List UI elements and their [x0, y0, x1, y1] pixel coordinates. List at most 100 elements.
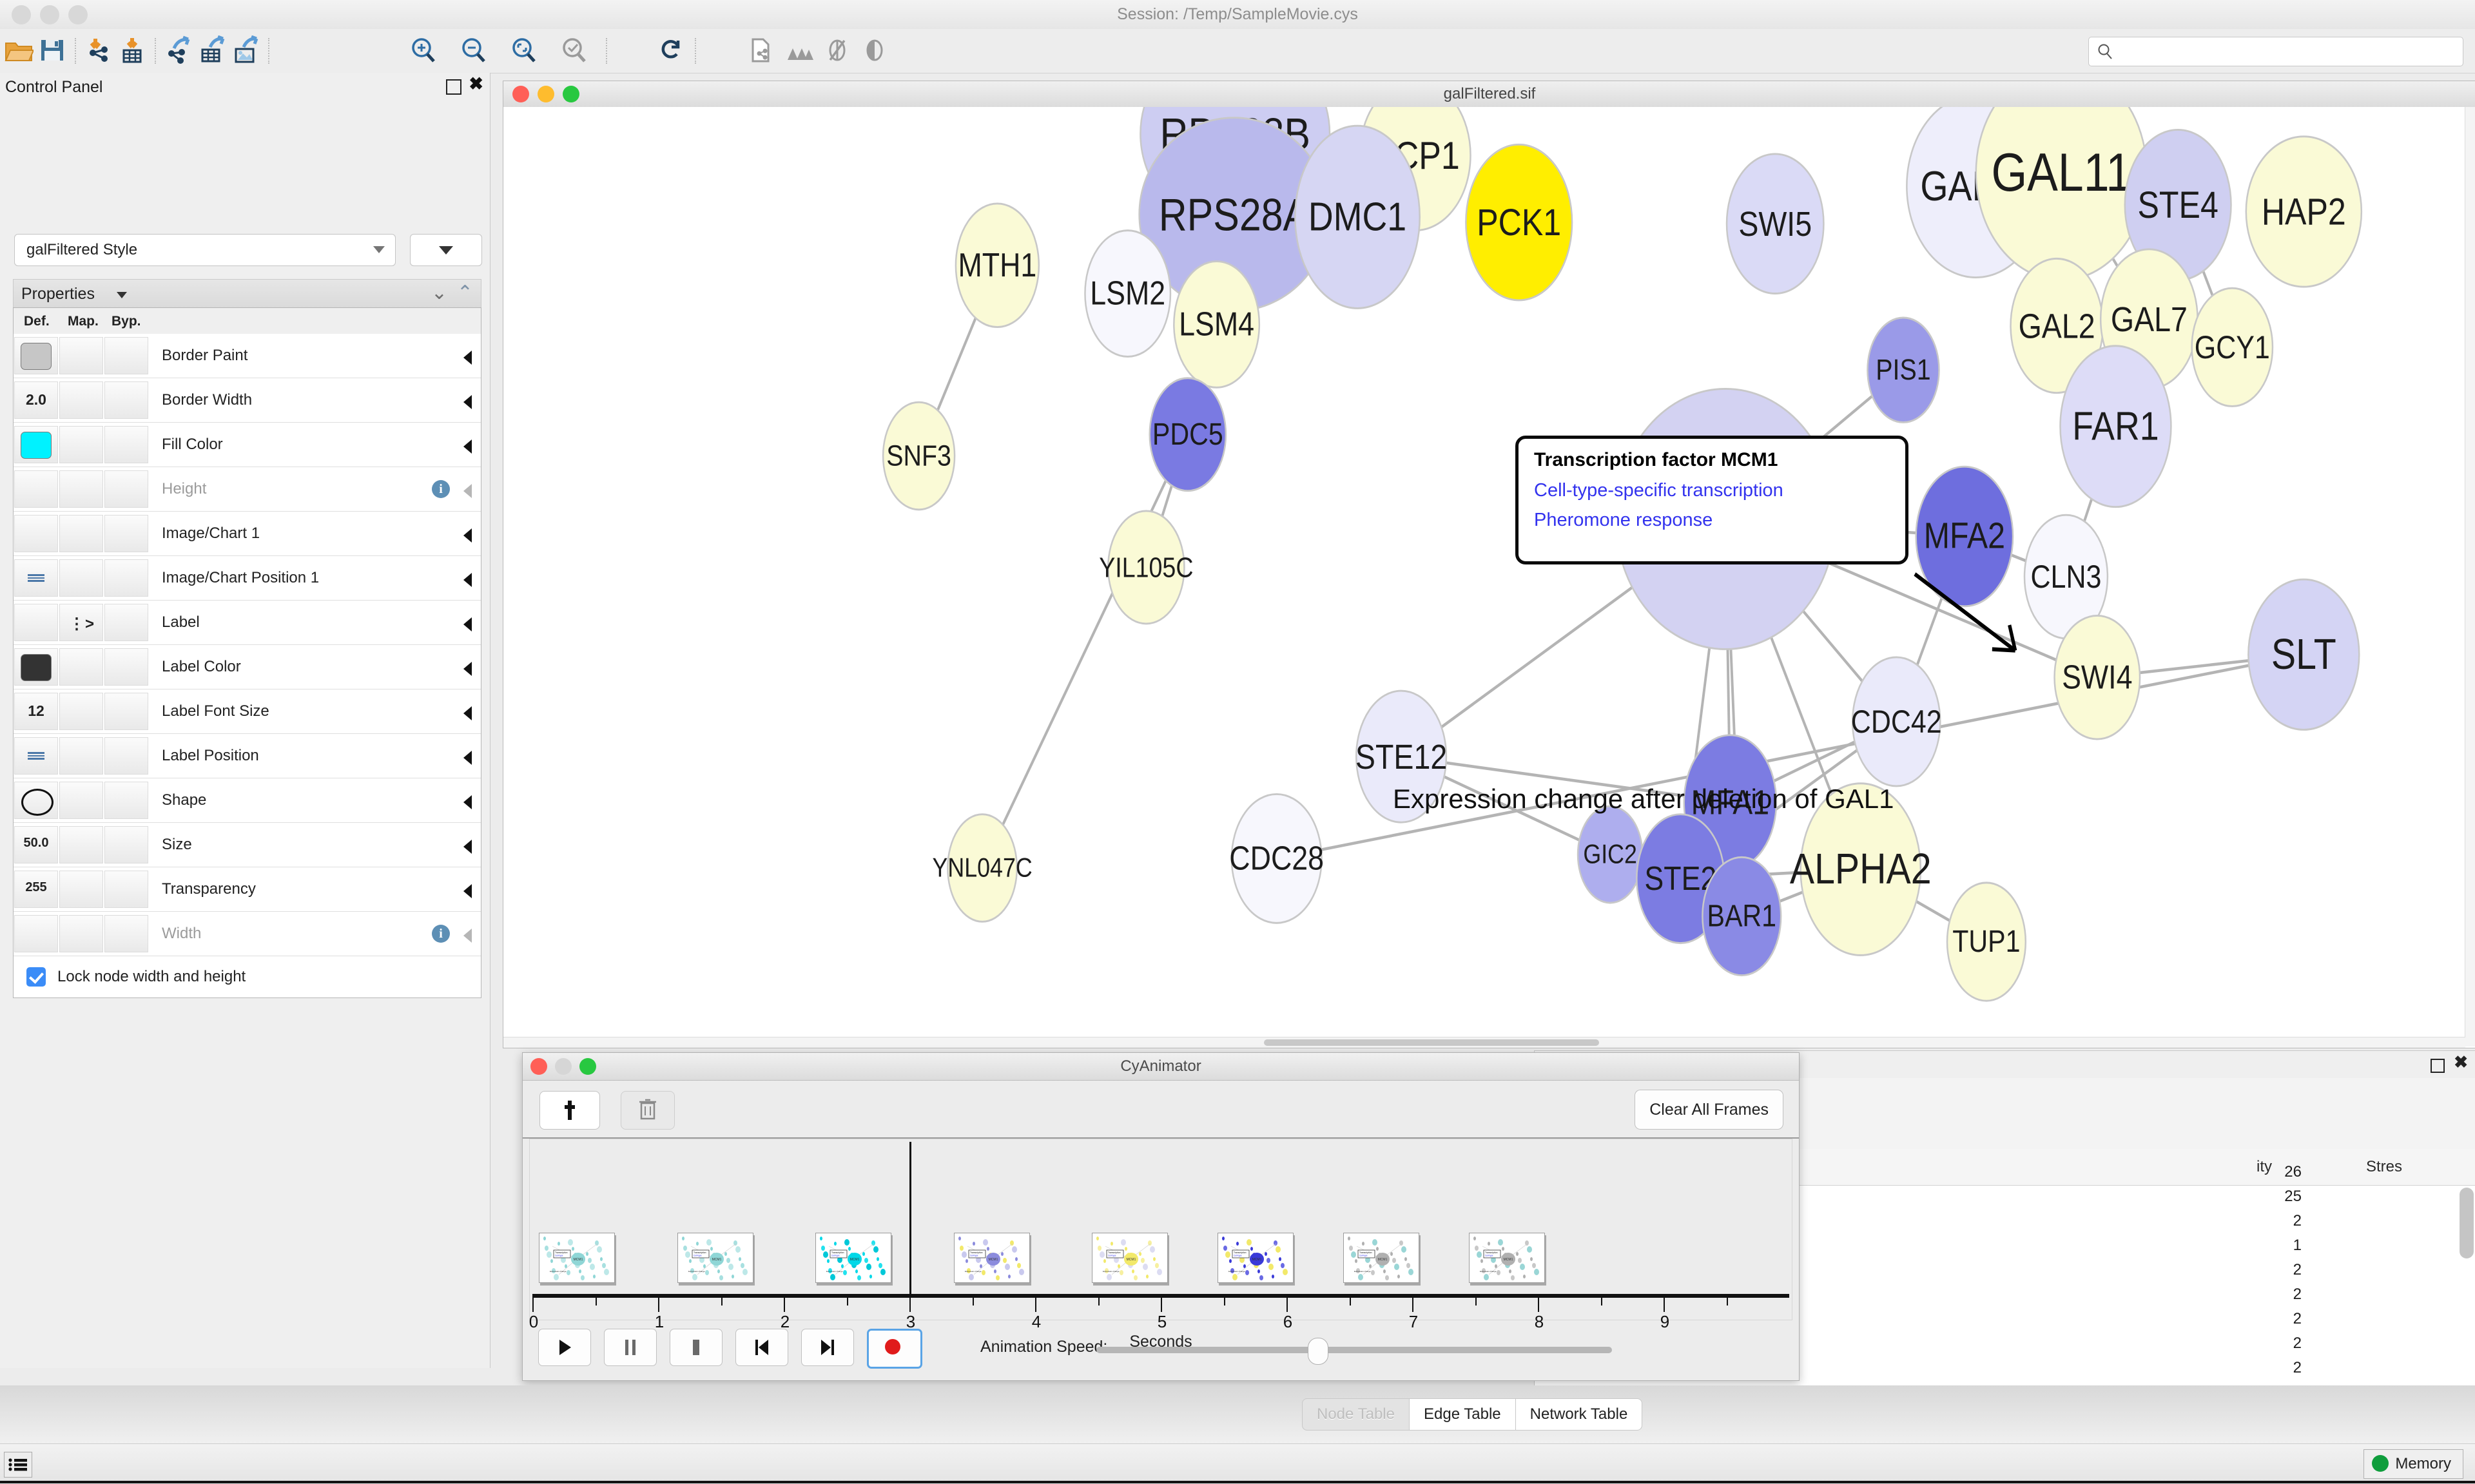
graph-node[interactable]: ALPHA2: [1790, 782, 1932, 956]
restore-icon[interactable]: [446, 79, 461, 95]
expand-property-arrow[interactable]: [463, 351, 472, 365]
graph-node[interactable]: PCK1: [1465, 143, 1573, 302]
record-button[interactable]: [867, 1329, 922, 1369]
network-hscroll-thumb[interactable]: [1264, 1039, 1599, 1046]
graph-node[interactable]: BAR1: [1702, 856, 1782, 977]
zoom-selected-icon[interactable]: [559, 35, 589, 65]
node-ellipse[interactable]: [1800, 782, 1922, 956]
zoom-fit-icon[interactable]: [509, 35, 539, 65]
expand-all-icon[interactable]: ⌄: [431, 282, 447, 304]
animation-speed-thumb[interactable]: [1308, 1338, 1328, 1365]
property-row[interactable]: Image/Chart Position 1: [14, 555, 481, 600]
tab-network-table[interactable]: Network Table: [1515, 1398, 1643, 1431]
node-ellipse[interactable]: [1867, 316, 1940, 423]
mapping-cell[interactable]: ⋮>: [59, 604, 103, 641]
memory-status-button[interactable]: Memory: [2363, 1449, 2463, 1479]
property-row[interactable]: ⋮> Label: [14, 600, 481, 644]
node-ellipse[interactable]: [1851, 656, 1941, 787]
close-window-dot[interactable]: [12, 5, 31, 24]
node-ellipse[interactable]: [1294, 124, 1421, 309]
tab-edge-table[interactable]: Edge Table: [1408, 1398, 1516, 1431]
maximize-window-dot[interactable]: [579, 1058, 596, 1075]
expand-property-arrow[interactable]: [463, 751, 472, 765]
node-ellipse[interactable]: [1465, 143, 1573, 302]
lock-node-size-row[interactable]: Lock node width and height: [14, 956, 481, 997]
cyanimator-window-controls[interactable]: [530, 1058, 596, 1075]
graph-node[interactable]: CDC42: [1851, 656, 1942, 787]
graph-node[interactable]: YIL105C: [1099, 510, 1193, 625]
node-ellipse[interactable]: [1946, 882, 2027, 1002]
timeline-playhead[interactable]: [909, 1142, 911, 1295]
property-row[interactable]: Shape: [14, 778, 481, 822]
mapping-cell[interactable]: [59, 381, 103, 419]
style-selector[interactable]: galFiltered Style: [14, 234, 396, 266]
close-icon[interactable]: ✖: [469, 74, 483, 93]
minimize-window-dot[interactable]: [40, 5, 59, 24]
mapping-cell[interactable]: [59, 871, 103, 908]
color-swatch[interactable]: [21, 343, 52, 370]
expand-property-arrow[interactable]: [463, 840, 472, 854]
bypass-cell[interactable]: [104, 559, 148, 597]
graph-node[interactable]: GAL11: [1975, 107, 2148, 282]
node-ellipse[interactable]: [1230, 793, 1323, 924]
graph-node[interactable]: CDC28: [1229, 793, 1324, 924]
maximize-window-dot[interactable]: [68, 5, 88, 24]
default-cell[interactable]: 255: [14, 871, 58, 908]
node-ellipse[interactable]: [1084, 229, 1172, 358]
graph-node[interactable]: SWI4: [2053, 614, 2141, 740]
zoom-in-icon[interactable]: [409, 35, 438, 65]
refresh-icon[interactable]: [656, 35, 686, 65]
network-canvas[interactable]: RPS28BDCP1RPS28ADMC1PCK1SWI5GAL80GAL11ST…: [503, 107, 2475, 1046]
graph-node[interactable]: SWI5: [1725, 153, 1825, 294]
animation-frame[interactable]: MCM1 Transcription Cell-type Expression cha…: [1092, 1233, 1168, 1283]
property-row[interactable]: 2.0 Border Width: [14, 378, 481, 422]
new-network-icon[interactable]: [745, 35, 775, 65]
mapping-cell[interactable]: [59, 559, 103, 597]
property-row[interactable]: 255 Transparency: [14, 867, 481, 911]
animation-frame[interactable]: MCM1 Transcription Cell-type Expression cha…: [677, 1233, 753, 1283]
mapping-cell[interactable]: [59, 782, 103, 819]
graph-node[interactable]: SNF3: [882, 401, 956, 511]
node-ellipse[interactable]: [1355, 689, 1448, 824]
node-ellipse[interactable]: [1107, 510, 1185, 625]
bypass-cell[interactable]: [104, 337, 148, 374]
property-row[interactable]: Width i: [14, 911, 481, 956]
lock-node-size-checkbox[interactable]: [26, 967, 46, 987]
bypass-cell[interactable]: [104, 737, 148, 775]
property-row[interactable]: 12 Label Font Size: [14, 689, 481, 733]
default-cell[interactable]: [14, 648, 58, 686]
animation-speed-slider[interactable]: [1096, 1347, 1612, 1353]
col-stress[interactable]: Stres: [2366, 1158, 2403, 1175]
export-image-icon[interactable]: [231, 35, 260, 65]
search-box[interactable]: [2088, 37, 2463, 67]
stop-button[interactable]: [670, 1329, 723, 1366]
expand-property-arrow[interactable]: [463, 395, 472, 409]
table-cell[interactable]: 2: [2293, 1286, 2302, 1303]
export-network-icon[interactable]: [164, 35, 193, 65]
network-vertical-scrollbar[interactable]: [2465, 107, 2475, 1046]
table-cell[interactable]: 2: [2293, 1261, 2302, 1278]
close-icon[interactable]: ✖: [2454, 1052, 2468, 1072]
graph-node[interactable]: SLT: [2247, 578, 2360, 731]
graph-node[interactable]: TUP1: [1946, 882, 2027, 1002]
default-cell[interactable]: [14, 915, 58, 952]
property-row[interactable]: Border Paint: [14, 334, 481, 378]
graph-node[interactable]: STE4: [2124, 128, 2232, 282]
delete-frame-button[interactable]: [621, 1091, 675, 1130]
property-row[interactable]: Image/Chart 1: [14, 511, 481, 555]
graph-node[interactable]: FAR1: [2059, 345, 2172, 508]
mapping-cell[interactable]: [59, 515, 103, 552]
graph-node[interactable]: YNL047C: [932, 813, 1033, 923]
close-window-dot[interactable]: [530, 1058, 547, 1075]
bypass-cell[interactable]: [104, 826, 148, 863]
node-ellipse[interactable]: [2053, 614, 2141, 740]
property-row[interactable]: Label Position: [14, 733, 481, 778]
position-icon[interactable]: [27, 751, 45, 761]
node-ellipse[interactable]: [882, 401, 956, 511]
graph-node[interactable]: LSM4: [1173, 260, 1261, 389]
mapping-cell[interactable]: [59, 826, 103, 863]
graph-node[interactable]: CLN3: [2023, 514, 2109, 640]
network-horizontal-scrollbar[interactable]: [503, 1037, 2465, 1048]
table-cell[interactable]: 1: [2293, 1237, 2302, 1254]
node-ellipse[interactable]: [1149, 377, 1227, 492]
